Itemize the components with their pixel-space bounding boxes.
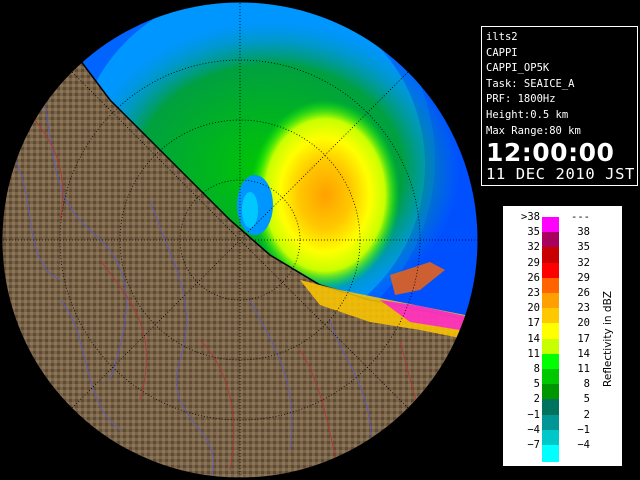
legend-upper-bound: 17 <box>577 332 590 345</box>
legend-upper-bound: 2 <box>583 408 590 421</box>
legend-swatch <box>542 323 559 341</box>
legend-upper-bound: 23 <box>577 302 590 315</box>
legend-swatch <box>542 308 559 326</box>
legend-upper-bound: --- <box>571 211 590 223</box>
legend-upper-bound: 29 <box>577 271 590 284</box>
legend-upper-bound: −1 <box>577 423 590 436</box>
legend-upper-bound: −4 <box>577 439 590 451</box>
scan-info-panel: ilts2 CAPPI CAPPI_OP5K Task: SEAICE_A PR… <box>481 26 638 186</box>
legend-lower-bound: 35 <box>527 226 540 239</box>
coastal-echo <box>300 280 470 340</box>
legend-lower-bound: 29 <box>527 256 540 269</box>
legend-row: −1 2 <box>504 409 600 432</box>
product-name: CAPPI_OP5K <box>486 62 550 75</box>
legend-lower-bound: 14 <box>527 332 540 345</box>
max-range-label: Max Range:80 km <box>486 124 581 137</box>
legend-upper-bound: 8 <box>583 378 590 391</box>
legend-row: >38 --- <box>504 211 600 234</box>
legend-swatch <box>542 353 559 371</box>
legend-swatch <box>542 399 559 417</box>
scan-date: 11 DEC 2010 JST <box>486 165 635 184</box>
scan-time: 12:00:00 <box>486 138 615 168</box>
legend-lower-bound: 2 <box>533 393 540 406</box>
product-type: CAPPI <box>486 46 518 59</box>
legend-lower-bound: 17 <box>527 317 540 330</box>
legend-upper-bound: 5 <box>583 393 590 406</box>
legend-lower-bound: 26 <box>527 271 540 284</box>
legend-upper-bound: 35 <box>577 241 590 254</box>
legend-row: 8 11 <box>504 363 600 386</box>
legend-row: 32 35 <box>504 241 600 265</box>
legend-row: 17 20 <box>504 317 600 341</box>
legend-lower-bound: −7 <box>527 439 540 451</box>
legend-lower-bound: −1 <box>527 408 540 421</box>
legend-lower-bound: 5 <box>533 378 540 391</box>
legend-row: −4 −1 <box>504 424 600 447</box>
legend-upper-bound: 32 <box>577 256 590 269</box>
legend-lower-bound: 20 <box>527 302 540 315</box>
legend-row: 35 38 <box>504 226 600 250</box>
legend-row: 14 17 <box>504 333 600 356</box>
legend-swatch <box>542 338 559 356</box>
range-rings <box>59 59 421 421</box>
legend-lower-bound: 23 <box>527 287 540 299</box>
legend-lower-bound: −4 <box>527 423 540 436</box>
legend-swatch <box>542 232 559 250</box>
legend-swatch <box>542 293 559 310</box>
legend-row: 23 26 <box>504 287 600 310</box>
radar-reflectivity-map <box>0 0 480 480</box>
legend-swatch <box>542 414 559 432</box>
task-label: Task: SEAICE_A <box>486 77 575 90</box>
legend-lower-bound: >38 <box>521 211 540 223</box>
legend-swatch <box>542 445 559 462</box>
legend-row: 20 23 <box>504 302 600 326</box>
legend-row: −7 −4 <box>504 439 600 462</box>
height-label: Height:0.5 km <box>486 108 569 121</box>
prf-label: PRF: 1800Hz <box>486 93 556 106</box>
legend-row: 29 32 <box>504 257 600 280</box>
legend-upper-bound: 11 <box>577 363 590 375</box>
legend-swatch <box>542 429 559 447</box>
legend-lower-bound: 8 <box>533 363 540 375</box>
legend-unit-label: Reflectivity in dBZ <box>602 291 614 387</box>
echo-core <box>250 100 400 290</box>
legend-lower-bound: 11 <box>527 347 540 360</box>
legend-swatch <box>542 277 559 295</box>
legend-swatch <box>542 262 559 280</box>
legend-swatch <box>542 384 559 402</box>
legend-row: 11 14 <box>504 348 600 371</box>
color-scale-legend: >38 --- 35 38 32 35 29 32 26 29 23 26 20 23 17 20 14 17 11… <box>503 206 622 466</box>
legend-swatch <box>542 247 559 265</box>
legend-upper-bound: 14 <box>577 347 590 360</box>
legend-upper-bound: 38 <box>577 226 590 239</box>
legend-swatch <box>542 217 559 234</box>
legend-upper-bound: 26 <box>577 287 590 299</box>
site-name: ilts2 <box>486 31 518 43</box>
legend-upper-bound: 20 <box>577 317 590 330</box>
legend-row: 26 29 <box>504 272 600 295</box>
legend-swatch <box>542 369 559 386</box>
legend-lower-bound: 32 <box>527 241 540 254</box>
